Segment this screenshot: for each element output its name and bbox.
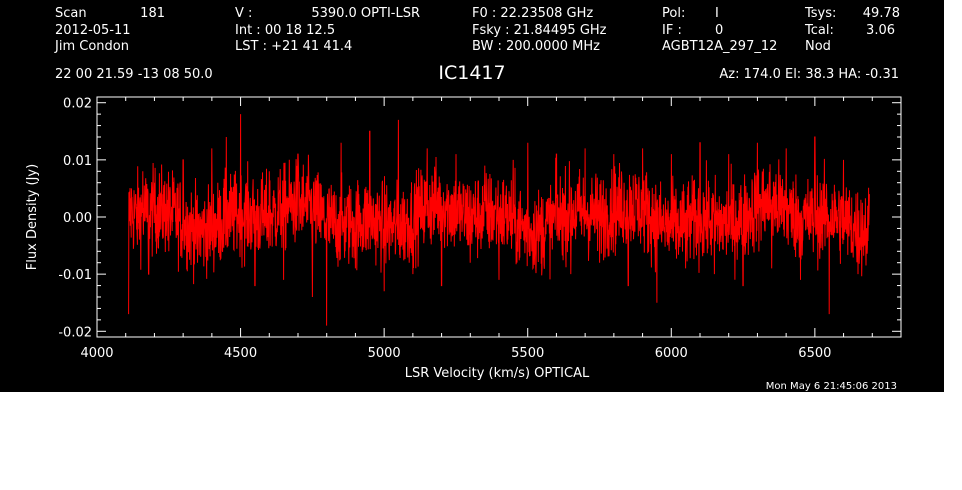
bandwidth: BW : 200.0000 MHz xyxy=(472,39,600,54)
y-tick-label: -0.02 xyxy=(58,325,92,340)
date: 2012-05-11 xyxy=(55,23,131,38)
tsys-value: 49.78 xyxy=(863,6,900,21)
y-tick-label: 0.01 xyxy=(63,154,92,169)
pol-value: I xyxy=(715,6,719,21)
az-el-ha: Az: 174.0 El: 38.3 HA: -0.31 xyxy=(719,67,899,82)
if-value: 0 xyxy=(715,23,723,38)
pol-label: Pol: xyxy=(662,6,685,21)
coordinates: 22 00 21.59 -13 08 50.0 xyxy=(55,67,213,82)
y-tick-label: 0.02 xyxy=(63,97,92,112)
x-tick-label: 5000 xyxy=(368,346,401,361)
spectrum-series xyxy=(128,114,870,326)
procedure: Nod xyxy=(805,39,831,54)
velocity-label: V : xyxy=(235,6,252,21)
observer: Jim Condon xyxy=(54,39,129,54)
tsys-label: Tsys: xyxy=(804,6,836,21)
y-tick-label: -0.01 xyxy=(58,268,92,283)
x-tick-label: 4500 xyxy=(224,346,257,361)
scan-label: Scan xyxy=(55,6,87,21)
sky-frequency: Fsky : 21.84495 GHz xyxy=(472,23,607,38)
x-axis-label: LSR Velocity (km/s) OPTICAL xyxy=(405,366,590,381)
velocity-value: 5390.0 OPTI-LSR xyxy=(311,6,420,21)
x-tick-label: 5500 xyxy=(511,346,544,361)
x-axis-ticks: 4000 4500 5000 5500 6000 6500 xyxy=(80,97,902,361)
y-axis-label: Flux Density (Jy) xyxy=(25,164,40,270)
source-name: IC1417 xyxy=(438,62,505,84)
if-label: IF : xyxy=(662,23,682,38)
plot-panel: Scan 181 V : 5390.0 OPTI-LSR F0 : 22.235… xyxy=(0,0,944,392)
integration-time: Int : 00 18 12.5 xyxy=(235,23,335,38)
tcal-label: Tcal: xyxy=(804,23,834,38)
y-tick-label: 0.00 xyxy=(63,211,92,226)
timestamp: Mon May 6 21:45:06 2013 xyxy=(766,381,897,392)
spectrum-chart: Scan 181 V : 5390.0 OPTI-LSR F0 : 22.235… xyxy=(25,6,902,392)
scan-value: 181 xyxy=(140,6,165,21)
rest-frequency: F0 : 22.23508 GHz xyxy=(472,6,593,21)
x-tick-label: 4000 xyxy=(80,346,113,361)
x-tick-label: 6000 xyxy=(655,346,688,361)
lst: LST : +21 41 41.4 xyxy=(235,39,352,54)
tcal-value: 3.06 xyxy=(866,23,895,38)
spectrum-line xyxy=(128,114,870,326)
project-id: AGBT12A_297_12 xyxy=(662,39,777,54)
y-axis-ticks: -0.02 -0.01 0.00 0.01 0.02 xyxy=(58,97,901,340)
x-tick-label: 6500 xyxy=(798,346,831,361)
